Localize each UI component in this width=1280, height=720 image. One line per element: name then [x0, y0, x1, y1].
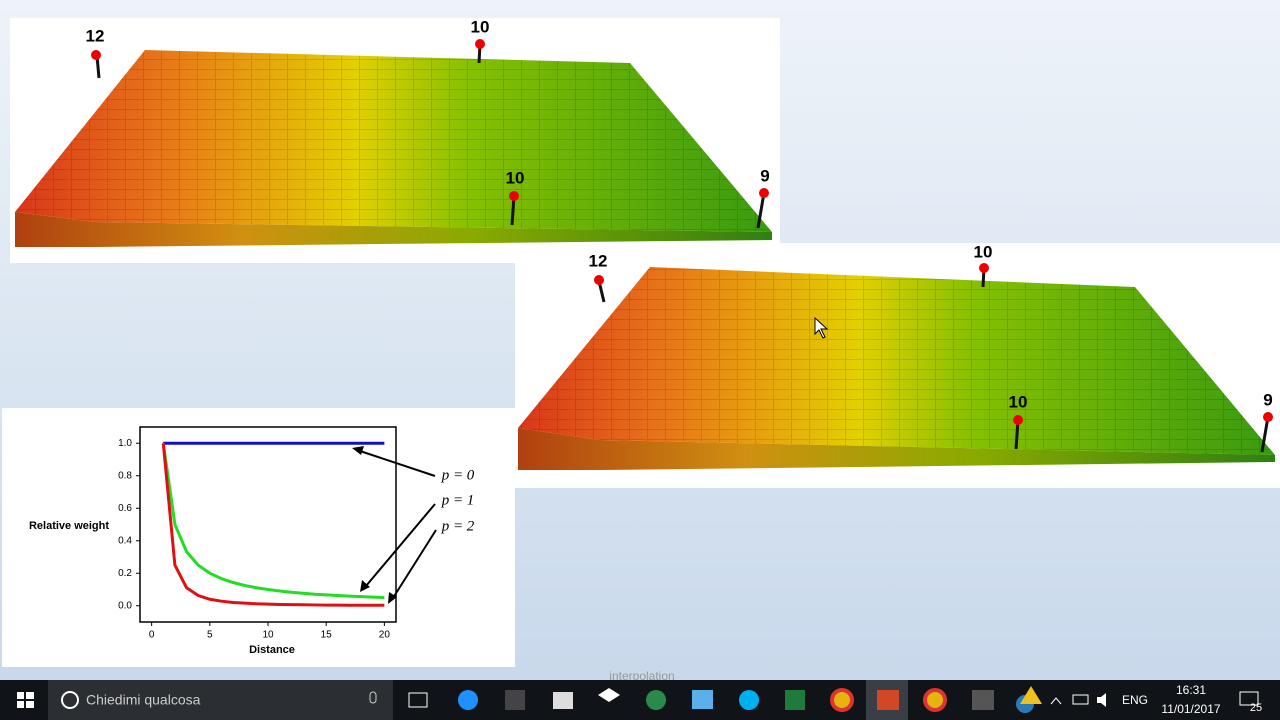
surface-side — [15, 212, 772, 247]
series-line — [161, 443, 385, 607]
dropbox-icon[interactable] — [598, 688, 620, 702]
tripadvisor-icon[interactable] — [646, 690, 666, 710]
chrome-icon[interactable] — [830, 688, 854, 712]
y-tick-label: 0.6 — [118, 503, 132, 514]
pin-label: 9 — [1263, 390, 1272, 409]
surface-grid — [518, 267, 1275, 455]
mouse-cursor — [814, 316, 829, 339]
chrome-icon[interactable] — [923, 688, 947, 712]
pin — [594, 275, 606, 303]
x-tick-label: 5 — [207, 630, 213, 641]
x-tick-label: 10 — [262, 630, 274, 641]
y-tick-label: 0.0 — [118, 600, 132, 611]
y-tick-label: 1.0 — [118, 438, 132, 449]
warning-icon[interactable] — [1020, 686, 1042, 704]
x-tick-label: 20 — [379, 630, 391, 641]
search-box[interactable] — [48, 680, 393, 720]
pin — [756, 188, 769, 229]
powerpoint-icon[interactable] — [877, 690, 899, 710]
pin — [1013, 415, 1023, 450]
store-icon[interactable] — [553, 692, 573, 709]
clock-date[interactable]: 11/01/2017 — [1161, 702, 1220, 716]
arrow-heads — [352, 446, 397, 604]
pin-label: 10 — [506, 168, 525, 187]
pin-label: 10 — [1009, 392, 1028, 411]
series-line — [161, 443, 385, 600]
x-tick-label: 0 — [149, 630, 155, 641]
pin-label: 12 — [86, 26, 105, 45]
annotation: p = 1 — [441, 492, 475, 508]
surface-grid — [15, 50, 772, 232]
start-button[interactable] — [17, 692, 34, 708]
x-axis-label: Distance — [249, 644, 295, 656]
skype-icon[interactable] — [739, 690, 759, 710]
y-axis-label: Relative weight — [29, 520, 109, 532]
surface-side — [518, 428, 1275, 470]
app-icon[interactable] — [692, 690, 713, 709]
pin-label: 10 — [471, 17, 490, 36]
pin-label: 9 — [760, 166, 769, 185]
y-tick-label: 0.8 — [118, 470, 132, 481]
pin — [979, 263, 989, 288]
slide-caption: interpolation — [609, 669, 674, 683]
task-view-icon[interactable] — [408, 692, 428, 708]
chart-panel — [2, 408, 515, 667]
pin-label: 10 — [974, 242, 993, 261]
x-tick-label: 15 — [321, 630, 333, 641]
amazon-icon[interactable] — [505, 690, 525, 710]
pin — [91, 50, 101, 79]
annotation-arrows — [359, 450, 437, 599]
annotation: p = 0 — [441, 467, 475, 483]
edge-icon[interactable] — [458, 690, 478, 710]
cortana-icon — [61, 691, 79, 709]
notification-count: 25 — [1250, 702, 1262, 714]
annotation: p = 2 — [441, 518, 475, 534]
language[interactable]: ENG — [1122, 693, 1148, 707]
excel-icon[interactable] — [785, 690, 805, 710]
y-tick-label: 0.4 — [118, 535, 132, 546]
action-center-icon[interactable] — [1239, 691, 1259, 706]
video-icon[interactable] — [972, 690, 994, 710]
tray-expand[interactable] — [1050, 697, 1062, 705]
pin-label: 12 — [589, 251, 608, 270]
battery-icon[interactable] — [1072, 694, 1089, 705]
volume-icon[interactable] — [1097, 693, 1106, 707]
mic-icon[interactable] — [369, 691, 377, 704]
pin — [1260, 412, 1273, 453]
pin — [475, 39, 485, 64]
y-tick-label: 0.2 — [118, 568, 132, 579]
pin — [509, 191, 519, 226]
search-placeholder[interactable]: Chiedimi qualcosa — [86, 692, 201, 708]
clock-time[interactable]: 16:31 — [1176, 683, 1206, 697]
